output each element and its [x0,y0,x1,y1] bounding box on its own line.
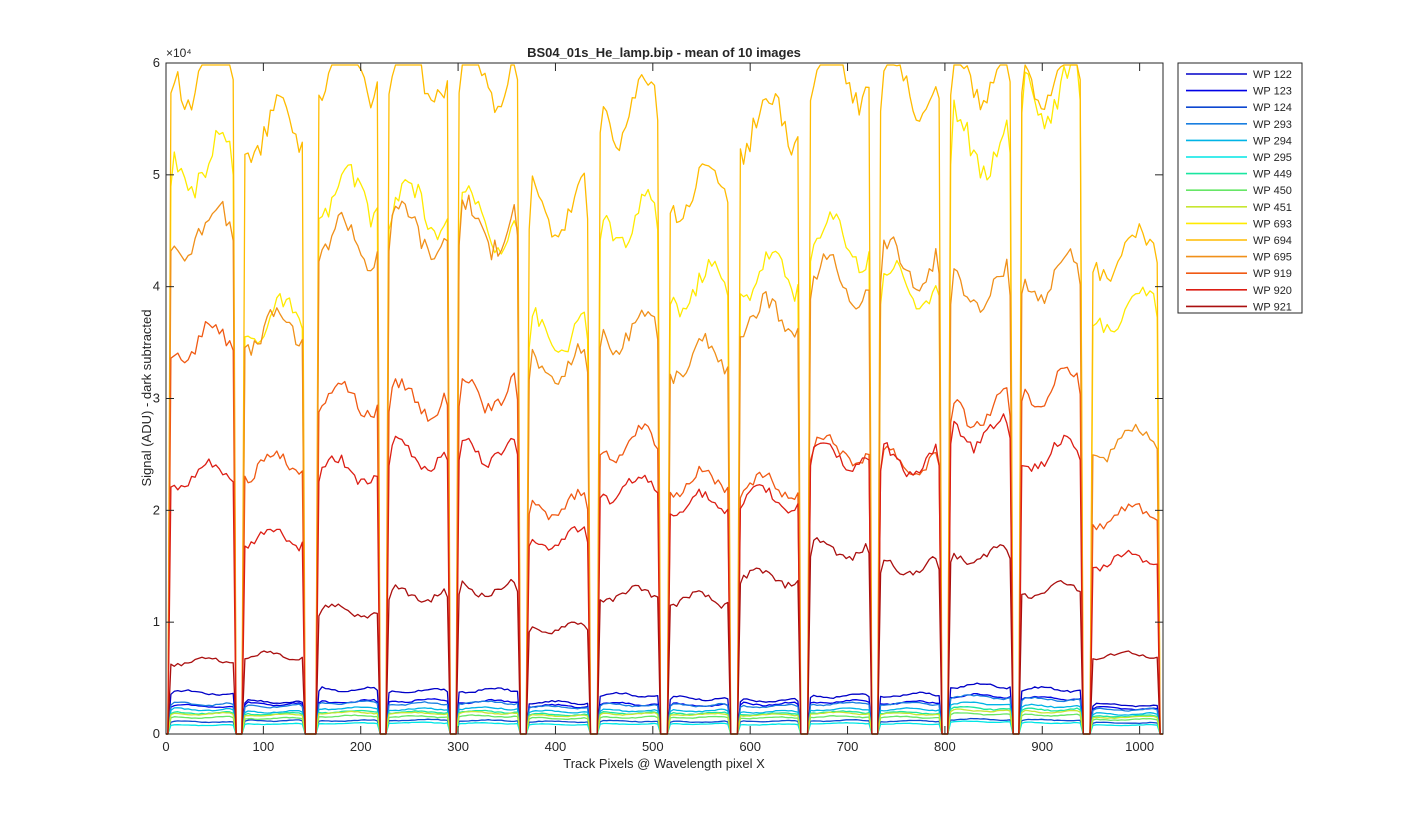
legend-label: WP 921 [1253,301,1292,313]
y-tick-label: 0 [153,726,160,741]
y-tick-label: 6 [153,55,160,70]
legend[interactable]: WP 122 WP 123 WP 124 WP 293 WP 294 WP 295 WP 4… [1177,62,1303,314]
legend-label: WP 124 [1253,102,1292,114]
x-tick-label: 200 [350,739,372,754]
x-tick-label: 400 [545,739,567,754]
legend-label: WP 123 [1253,86,1292,98]
legend-label: WP 122 [1253,69,1292,81]
x-tick-label: 600 [739,739,761,754]
legend-label: WP 451 [1253,202,1292,214]
y-tick-label: 5 [153,167,160,182]
legend-label: WP 695 [1253,252,1292,264]
legend-label: WP 919 [1253,268,1292,280]
x-axis-label: Track Pixels @ Wavelength pixel X [563,756,765,771]
legend-label: WP 920 [1253,285,1292,297]
chart-title: BS04_01s_He_lamp.bip - mean of 10 images [527,45,801,60]
legend-label: WP 693 [1253,218,1292,230]
x-tick-label: 300 [447,739,469,754]
x-tick-label: 900 [1031,739,1053,754]
plot-area [166,63,1163,734]
legend-box [1177,62,1303,314]
y-tick-label: 2 [153,502,160,517]
x-tick-label: 0 [162,739,169,754]
y-tick-label: 1 [153,614,160,629]
x-axis: 0 100 200 300 400 500 600 700 800 900 1000 [162,63,1154,754]
x-tick-label: 1000 [1125,739,1154,754]
y-tick-label: 3 [153,391,160,406]
x-tick-label: 700 [837,739,859,754]
x-tick-label: 500 [642,739,664,754]
y-exponent-label: ×10⁴ [166,46,192,60]
y-axis-label: Signal (ADU) - dark subtracted [139,309,154,486]
y-axis: 0 1 2 3 4 5 6 [153,55,1163,741]
y-tick-label: 4 [153,279,160,294]
x-tick-label: 800 [934,739,956,754]
legend-label: WP 295 [1253,152,1292,164]
legend-label: WP 293 [1253,119,1292,131]
legend-label: WP 449 [1253,169,1292,181]
legend-label: WP 450 [1253,185,1292,197]
legend-label: WP 294 [1253,135,1292,147]
legend-label: WP 694 [1253,235,1292,247]
x-tick-label: 100 [253,739,275,754]
